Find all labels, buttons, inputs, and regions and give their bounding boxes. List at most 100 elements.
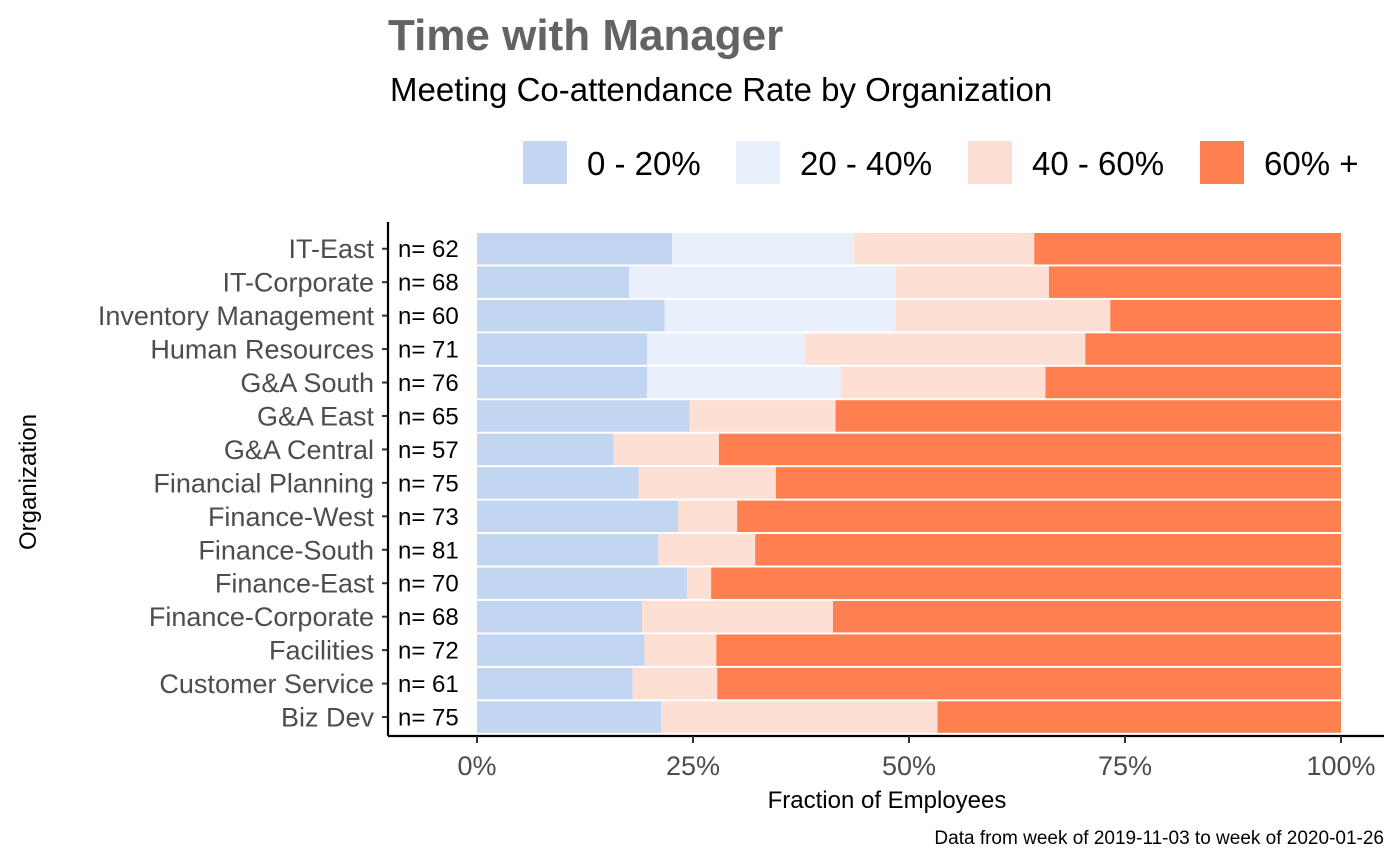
x-axis-title: Fraction of Employees	[768, 787, 1007, 814]
bar-segment-3-1	[477, 299, 665, 332]
category-label: Finance-Corporate	[149, 602, 374, 632]
count-label: n= 81	[398, 537, 459, 564]
category-label: Customer Service	[159, 669, 374, 699]
bar-segment-4-3	[805, 333, 1086, 365]
bar-segment-2-4	[1048, 266, 1341, 298]
bar-segment-10-1	[477, 534, 659, 566]
category-label: Finance-East	[215, 569, 375, 599]
category-label: Finance-West	[208, 502, 375, 532]
legend-label-4: 60% +	[1264, 145, 1359, 182]
category-label: Facilities	[269, 636, 374, 666]
bar-segment-4-1	[477, 333, 648, 365]
bar-segment-11-4	[711, 567, 1341, 599]
bar-segment-7-4	[718, 433, 1341, 466]
count-label: n= 65	[398, 403, 459, 430]
bar-segment-9-1	[477, 500, 679, 533]
legend-label-2: 20 - 40%	[800, 145, 932, 182]
legend-label-1: 0 - 20%	[587, 145, 701, 182]
category-label: Inventory Management	[98, 301, 375, 331]
x-tick-label: 25%	[666, 751, 720, 781]
y-axis-title: Organization	[15, 414, 42, 550]
legend-label-3: 40 - 60%	[1032, 145, 1164, 182]
bar-segment-14-1	[477, 667, 633, 700]
bar-segment-5-2	[647, 366, 841, 399]
bar-segment-2-3	[896, 266, 1049, 298]
bar-segment-5-3	[840, 366, 1046, 399]
count-label: n= 61	[398, 671, 459, 698]
bar-segment-10-4	[755, 534, 1341, 566]
x-tick-label: 0%	[457, 751, 496, 781]
count-labels: n= 62 n= 68 n= 60 n= 71 n= 76 n= 65 n= 57 n= 75…	[398, 236, 459, 731]
bar-segment-12-4	[832, 600, 1341, 633]
bar-segment-3-3	[895, 299, 1111, 332]
category-label: G&A East	[257, 401, 375, 431]
bar-segment-8-1	[477, 467, 639, 499]
bars-group	[477, 232, 1341, 733]
axes	[382, 222, 1384, 738]
bar-segment-6-3	[689, 400, 836, 432]
category-label: G&A South	[240, 368, 374, 398]
bar-segment-15-3	[661, 701, 938, 733]
category-label: IT-Corporate	[222, 268, 374, 298]
count-label: n= 76	[398, 370, 459, 397]
bar-segment-12-1	[477, 600, 643, 633]
count-label: n= 75	[398, 470, 459, 497]
count-label: n= 68	[398, 270, 459, 297]
chart-title: Time with Manager	[388, 11, 783, 60]
legend: 0 - 20% 20 - 40% 40 - 60% 60% +	[523, 141, 1359, 184]
bar-segment-1-1	[477, 232, 673, 265]
bar-segment-13-3	[644, 634, 717, 666]
chart-subtitle: Meeting Co-attendance Rate by Organizati…	[390, 71, 1052, 108]
bar-segment-10-3	[658, 534, 756, 566]
category-label: Finance-South	[198, 535, 374, 565]
count-label: n= 62	[398, 236, 459, 263]
bar-segment-1-2	[672, 232, 854, 265]
bar-segment-15-4	[937, 701, 1341, 733]
legend-swatch-1	[523, 141, 567, 184]
bar-segment-7-3	[613, 433, 719, 466]
bar-segment-7-1	[477, 433, 614, 466]
bar-segment-2-2	[629, 266, 897, 298]
bar-segment-8-3	[638, 467, 776, 499]
bar-segment-9-4	[737, 500, 1341, 533]
x-tick-label: 75%	[1098, 751, 1152, 781]
count-label: n= 75	[398, 705, 459, 732]
bar-segment-12-3	[642, 600, 833, 633]
bar-segment-5-4	[1045, 366, 1341, 399]
category-label: G&A Central	[224, 435, 374, 465]
bar-segment-1-4	[1034, 232, 1341, 265]
bar-segment-1-3	[853, 232, 1035, 265]
bar-segment-3-2	[664, 299, 896, 332]
count-label: n= 70	[398, 571, 459, 598]
bar-segment-14-4	[717, 667, 1341, 700]
x-tick-label: 100%	[1306, 751, 1375, 781]
count-label: n= 73	[398, 504, 459, 531]
bar-segment-6-4	[835, 400, 1341, 432]
bar-segment-15-1	[477, 701, 662, 733]
bar-segment-9-3	[678, 500, 738, 533]
legend-swatch-2	[736, 141, 780, 184]
bar-segment-2-1	[477, 266, 630, 298]
legend-swatch-4	[1200, 141, 1244, 184]
x-tick-label: 50%	[882, 751, 936, 781]
count-label: n= 57	[398, 437, 459, 464]
count-label: n= 71	[398, 337, 459, 364]
legend-swatch-3	[968, 141, 1012, 184]
bar-segment-6-1	[477, 400, 690, 432]
count-label: n= 68	[398, 604, 459, 631]
bar-segment-13-4	[716, 634, 1341, 666]
category-label: Human Resources	[150, 335, 374, 365]
bar-segment-11-1	[477, 567, 687, 599]
category-label: Biz Dev	[281, 703, 375, 733]
count-label: n= 60	[398, 303, 459, 330]
category-label: Financial Planning	[153, 468, 374, 498]
bar-segment-13-1	[477, 634, 645, 666]
count-label: n= 72	[398, 638, 459, 665]
bar-segment-4-2	[647, 333, 806, 365]
chart-caption: Data from week of 2019-11-03 to week of …	[934, 828, 1384, 849]
bar-segment-3-4	[1110, 299, 1341, 332]
bar-segment-11-3	[686, 567, 712, 599]
bar-segment-14-3	[632, 667, 718, 700]
